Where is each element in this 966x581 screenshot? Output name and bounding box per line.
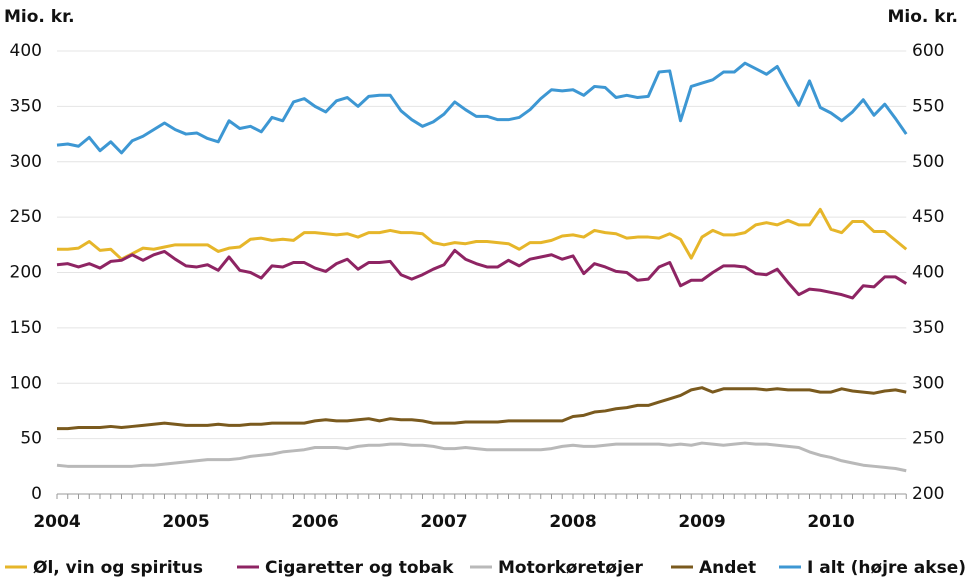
y-tick-label: 200 xyxy=(10,263,42,283)
y2-tick-label: 500 xyxy=(912,152,944,172)
y-tick-label: 400 xyxy=(10,41,42,61)
y-axis-label: Mio. kr. xyxy=(4,7,75,27)
y-tick-label: 150 xyxy=(10,318,42,338)
x-tick-label: 2010 xyxy=(807,512,854,532)
x-tick-label: 2006 xyxy=(291,512,338,532)
legend-label: Andet xyxy=(699,558,756,578)
series-line xyxy=(57,207,908,261)
x-tick-label: 2009 xyxy=(678,512,725,532)
x-tick-label: 2007 xyxy=(420,512,467,532)
y-tick-label: 100 xyxy=(10,373,42,393)
series-line xyxy=(56,248,908,300)
y2-tick-label: 250 xyxy=(912,429,944,449)
series-line xyxy=(57,386,907,431)
legend-label: Motorkøretøjer xyxy=(498,558,643,578)
y2-axis-label: Mio. kr. xyxy=(887,7,958,27)
y-tick-label: 350 xyxy=(10,96,42,116)
x-tick-label: 2008 xyxy=(549,512,596,532)
y2-tick-label: 400 xyxy=(912,263,944,283)
y2-tick-label: 350 xyxy=(912,318,944,338)
y-tick-label: 50 xyxy=(20,429,42,449)
y-tick-label: 250 xyxy=(10,207,42,227)
y2-tick-label: 600 xyxy=(912,41,944,61)
series-line xyxy=(56,441,907,473)
legend-label: Øl, vin og spiritus xyxy=(33,558,203,578)
y-tick-label: 300 xyxy=(10,152,42,172)
legend-label: I alt (højre akse) xyxy=(807,558,966,578)
y2-tick-label: 300 xyxy=(912,373,944,393)
legend-label: Cigaretter og tobak xyxy=(265,558,454,578)
series-line xyxy=(56,61,908,155)
y2-tick-label: 550 xyxy=(912,96,944,116)
x-tick-label: 2004 xyxy=(33,512,80,532)
y2-tick-label: 200 xyxy=(912,484,944,504)
y-tick-label: 0 xyxy=(31,484,42,504)
y2-tick-label: 450 xyxy=(912,207,944,227)
x-tick-label: 2005 xyxy=(162,512,209,532)
